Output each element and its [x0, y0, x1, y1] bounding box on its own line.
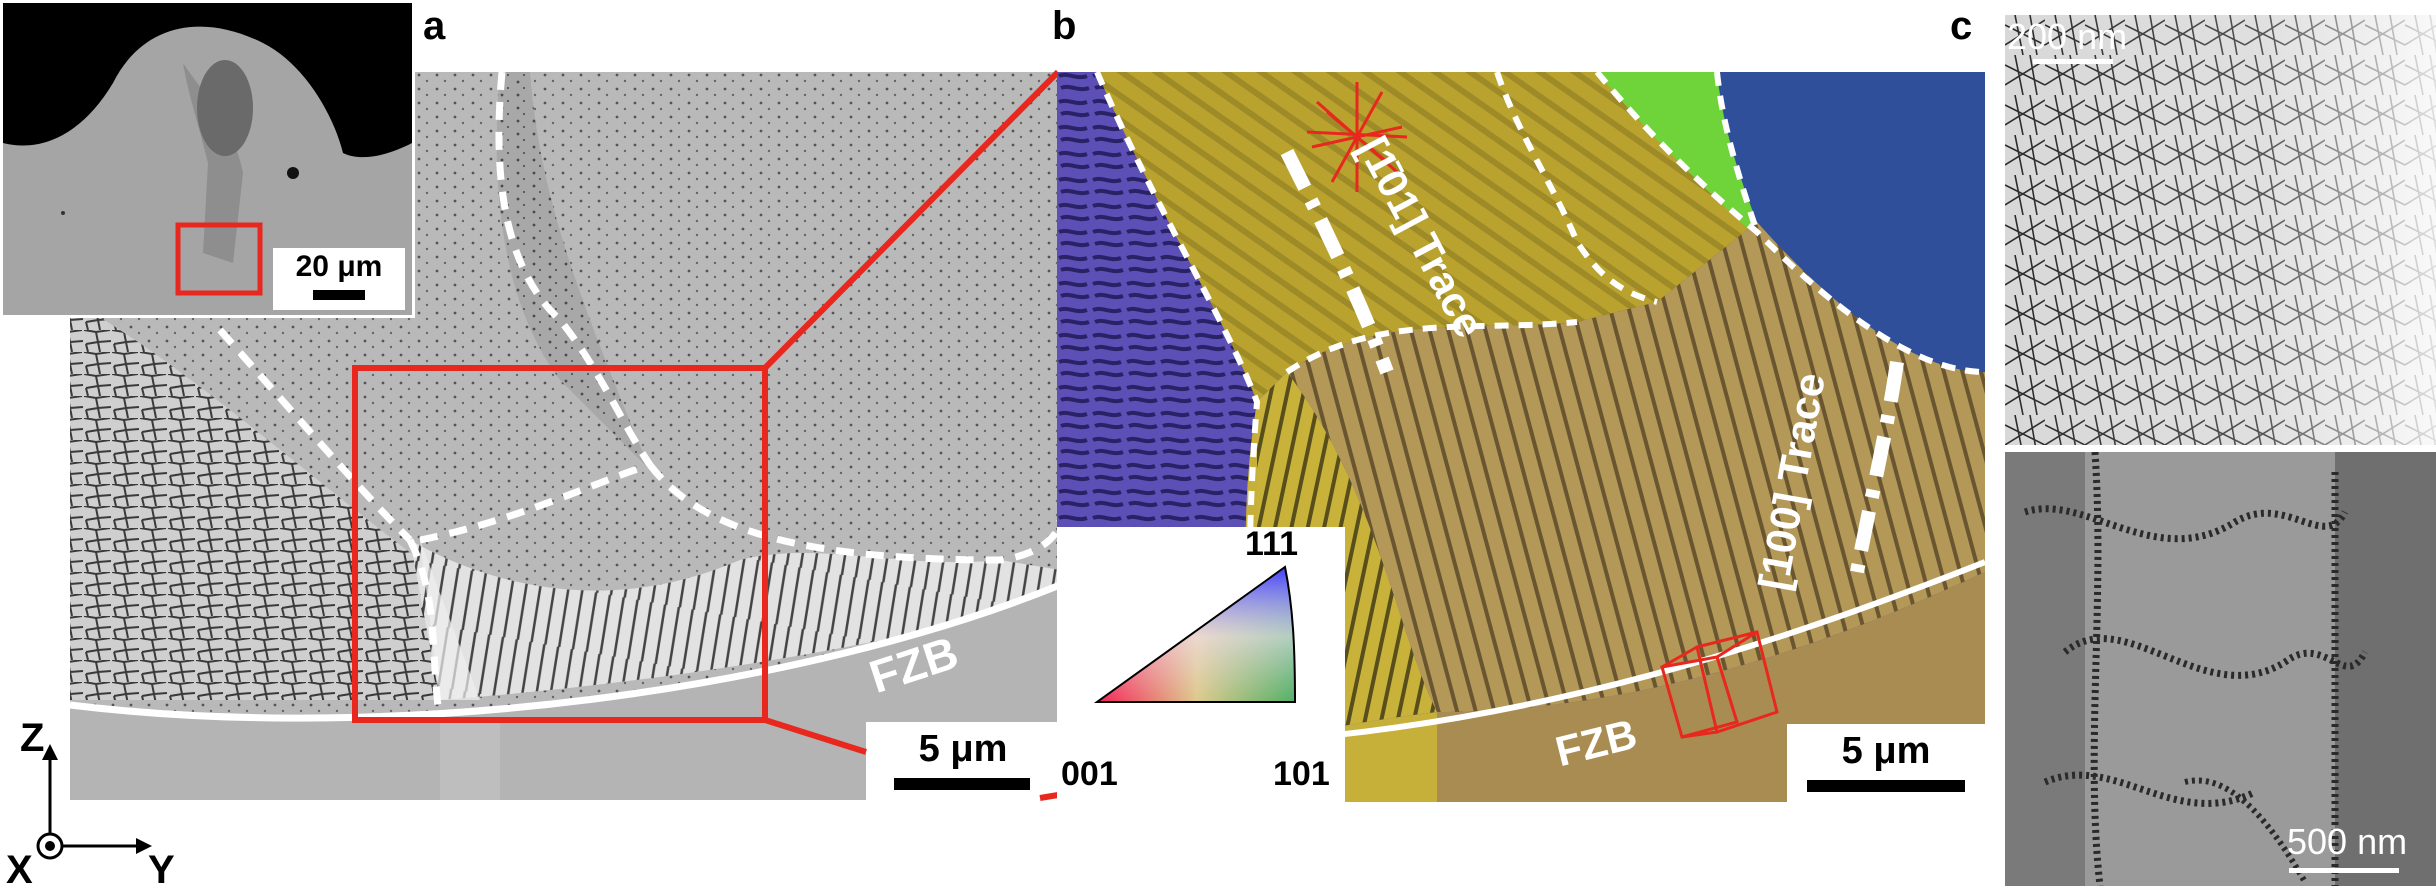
panel-a-zoom-box: [352, 365, 768, 723]
ipf-legend: 111 001 101: [1057, 527, 1345, 802]
panel-a-scale-bar-line: [894, 778, 1030, 790]
panel-c-top-scale-label: 200 nm: [2007, 16, 2128, 57]
panel-a-scale-label: 5 μm: [918, 728, 1008, 770]
panel-b-scale-bar-line: [1807, 780, 1965, 792]
panel-a-inset-scale-bar-line: [313, 290, 365, 300]
slip-trace-star: [1306, 82, 1408, 192]
ipf-label-001: 001: [1061, 755, 1118, 793]
panel-c-bottom: 500 nm: [2005, 452, 2436, 886]
panel-c-bottom-scale-label: 500 nm: [2287, 821, 2408, 862]
panel-a-inset: 20 μm: [0, 0, 415, 318]
panel-c-top-tem-image: [2005, 15, 2436, 445]
panel-c-top: 200 nm: [2005, 15, 2436, 445]
panel-a-inset-image: [3, 3, 412, 315]
ipf-triangle: [1093, 565, 1297, 703]
panel-a-inset-scalebar: 20 μm: [273, 248, 405, 310]
panel-a-inset-red-box: [175, 222, 263, 296]
ipf-label-111: 111: [1245, 525, 1298, 563]
panel-b-scalebar: 5 μm: [1787, 724, 1985, 802]
axis-label-z: Z: [20, 716, 45, 760]
ipf-label-101: 101: [1273, 755, 1330, 793]
panel-b: [1̄01] Trace [100] Trace FZB: [1057, 72, 1985, 802]
panel-a-scalebar: 5 μm: [866, 722, 1060, 800]
axis-label-x: X: [6, 848, 33, 892]
panel-c-bottom-tem-image: [2005, 452, 2436, 886]
panel-b-scale-label: 5 μm: [1841, 730, 1931, 772]
coordinate-axes: [36, 744, 152, 860]
panel-b-letter: b: [1052, 4, 1077, 48]
crystal-orientation-cubes: [1660, 630, 1779, 739]
panel-a-letter: a: [423, 4, 446, 48]
axis-label-y: Y: [148, 848, 175, 892]
panel-b-ebsd-map: [1̄01] Trace [100] Trace FZB: [1057, 72, 1985, 802]
panel-c-top-scale-bar-line: [2033, 59, 2113, 64]
panel-a-inset-scale-label: 20 μm: [295, 250, 383, 283]
panel-c-bottom-scale-bar-line: [2289, 868, 2399, 873]
panel-c-letter: c: [1950, 4, 1973, 48]
